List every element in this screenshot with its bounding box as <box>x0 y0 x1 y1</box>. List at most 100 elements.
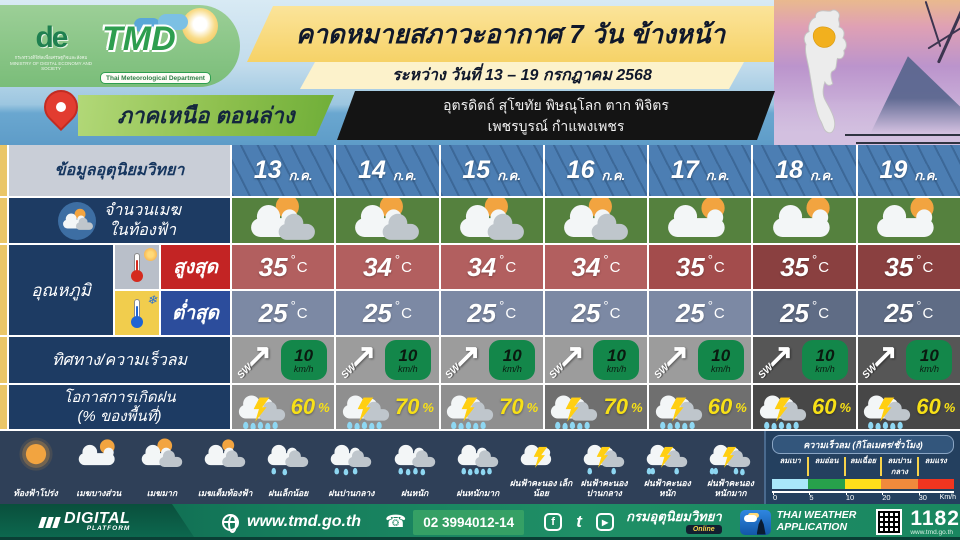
region-label: ภาคเหนือ ตอนล่าง <box>78 95 334 136</box>
tmd-caption: Thai Meteorological Department <box>100 72 211 84</box>
globe-icon <box>222 513 239 533</box>
max-temp-value: 35 <box>258 251 288 282</box>
cold-thermometer-icon: ❄ <box>113 291 159 335</box>
wind-scale-tick: 5 <box>808 491 844 502</box>
wind-speed-badge: 10 km/h <box>384 340 431 380</box>
rain-chance-value: 60 <box>812 394 837 419</box>
wind-speed-unit: km/h <box>815 363 835 374</box>
thai-weather-app: THAI WEATHER APPLICATION <box>739 509 856 535</box>
wind-speed-value: 10 <box>607 345 626 365</box>
hotline: 1182 www.tmd.go.th <box>910 506 960 536</box>
min-temp-value: 25 <box>362 297 392 328</box>
wind-scale-category: ลมปานกลาง <box>880 456 917 477</box>
min-temp-cell: 25 ° C <box>438 291 543 335</box>
social-links <box>544 513 615 531</box>
sun-icon <box>144 248 157 261</box>
cloud-amount-icon <box>351 198 424 243</box>
wind-scale-category: ลมอ่อน <box>807 456 844 477</box>
wind-cell: SW 10 km/h <box>855 337 960 383</box>
legend-label: ฝนหนักมาก <box>456 488 500 499</box>
region-name: ภาคเหนือ ตอนล่าง <box>117 103 295 128</box>
legend-weather-icon <box>518 438 564 471</box>
legend-item: ฝนเล็กน้อย <box>257 434 320 501</box>
ministry-caption-th: กระทรวงดิจิทัลเพื่อเศรษฐกิจและสังคม <box>14 55 88 61</box>
legend-item: เมฆเต็มท้องฟ้า <box>194 434 257 501</box>
cloud-amount-cell <box>542 198 648 243</box>
department-online: กรมอุตุนิยมวิทยา Online <box>626 509 722 534</box>
date-month: ก.ค. <box>392 167 417 183</box>
legend-item: ท้องฟ้าโปร่ง <box>4 434 67 501</box>
thunderstorm-icon <box>444 388 497 429</box>
rain-chance-value: 70 <box>394 394 420 419</box>
date-month: ก.ค. <box>601 167 626 183</box>
website-link[interactable]: www.tmd.go.th <box>222 513 361 533</box>
twitter-icon[interactable] <box>570 513 588 531</box>
date-day: 16 <box>566 156 595 184</box>
date-day: 17 <box>670 156 699 184</box>
header-background: de กระทรวงดิจิทัลเพื่อเศรษฐกิจและสังคม M… <box>0 0 960 148</box>
legend-weather-icon <box>392 438 438 475</box>
wind-direction: SW <box>652 361 672 382</box>
legend-label: ฝนเล็กน้อย <box>268 488 309 499</box>
max-temp-cell: 35 ° C <box>751 245 856 289</box>
wind-speed-badge: 10 km/h <box>802 340 849 380</box>
thunderstorm-icon <box>340 388 393 429</box>
wind-speed-unit: km/h <box>398 363 418 374</box>
min-temp-value: 25 <box>884 297 914 328</box>
date-month: ก.ค. <box>705 167 730 183</box>
wind-direction-arrow-icon: SW <box>548 337 588 381</box>
wind-speed-value: 10 <box>815 345 835 365</box>
sun-icon <box>182 8 218 44</box>
date-month: ก.ค. <box>288 167 313 183</box>
phone-contact: 02 3994012-14 <box>385 509 525 535</box>
cloud-amount-icon <box>873 198 946 243</box>
wind-speed-badge: 10 km/h <box>697 340 744 380</box>
max-temp-value: 34 <box>467 251 497 282</box>
max-temp-cell: 35 ° C <box>855 245 960 289</box>
table-corner-label: ข้อมูลอุตุนิยมวิทยา <box>9 145 230 196</box>
wind-direction: SW <box>547 361 568 382</box>
date-header-cell: 18 ก.ค. <box>751 145 856 196</box>
cloud-amount-cell <box>855 198 960 243</box>
legend-label: ฝนฟ้าคะนอง หนัก <box>643 478 691 499</box>
date-header-cell: 15 ก.ค. <box>438 145 543 196</box>
legend-weather-icon <box>265 438 311 475</box>
wind-cell: SW 10 km/h <box>438 337 543 383</box>
cloud-icon <box>158 14 188 30</box>
wind-direction: SW <box>860 361 880 382</box>
facebook-icon[interactable] <box>544 513 563 531</box>
date-header-cell: 17 ก.ค. <box>647 145 752 196</box>
max-temp-cell: 34 ° C <box>334 245 439 289</box>
max-temp-cell: 35 ° C <box>230 245 335 289</box>
qr-code <box>876 509 903 535</box>
wind-scale-tick: 10 <box>845 491 881 502</box>
legend-item: เมฆมาก <box>130 434 193 501</box>
date-header-cell: 19 ก.ค. <box>855 145 960 196</box>
wind-direction-arrow-icon: SW <box>861 337 901 381</box>
wind-scale-color-segment <box>881 479 918 489</box>
province-list: อุตรดิตถ์ สุโขทัย พิษณุโลก ตาก พิจิตร เพ… <box>337 91 775 140</box>
wind-scale-tick: 20 <box>881 491 917 502</box>
wind-speed-badge: 10 km/h <box>489 340 536 380</box>
wind-scale-category: ลมเบา <box>779 456 801 465</box>
wind-speed-unit: km/h <box>606 363 627 374</box>
rain-chance-cell: 60 % <box>230 385 335 429</box>
youtube-icon[interactable] <box>596 513 615 531</box>
cloud-amount-icon <box>560 198 633 243</box>
min-temp-value: 25 <box>467 297 497 328</box>
wind-speed-badge: 10 km/h <box>593 340 640 380</box>
min-temp-label: ต่ำสุด <box>159 291 230 335</box>
legend-label: ฝนหนัก <box>400 488 429 499</box>
max-temp-cell: 34 ° C <box>542 245 648 289</box>
wind-row: ทิศทาง/ความเร็วลม SW 10 km/h SW 10 <box>0 335 960 383</box>
min-temp-row: ❄ ต่ำสุด 25 ° C 25 ° C 25 ° <box>113 289 960 335</box>
date-range-banner: ระหว่าง วันที่ 13 – 19 กรกฎาคม 2568 <box>300 62 744 89</box>
min-temp-cell: 25 ° C <box>230 291 335 335</box>
wind-speed-value: 10 <box>294 345 314 365</box>
date-day: 13 <box>253 156 282 184</box>
wind-speed-value: 10 <box>398 345 418 365</box>
wind-scale-unit: Km/h <box>939 494 956 501</box>
date-day: 18 <box>775 156 804 184</box>
wind-scale-color-segment <box>917 479 955 489</box>
